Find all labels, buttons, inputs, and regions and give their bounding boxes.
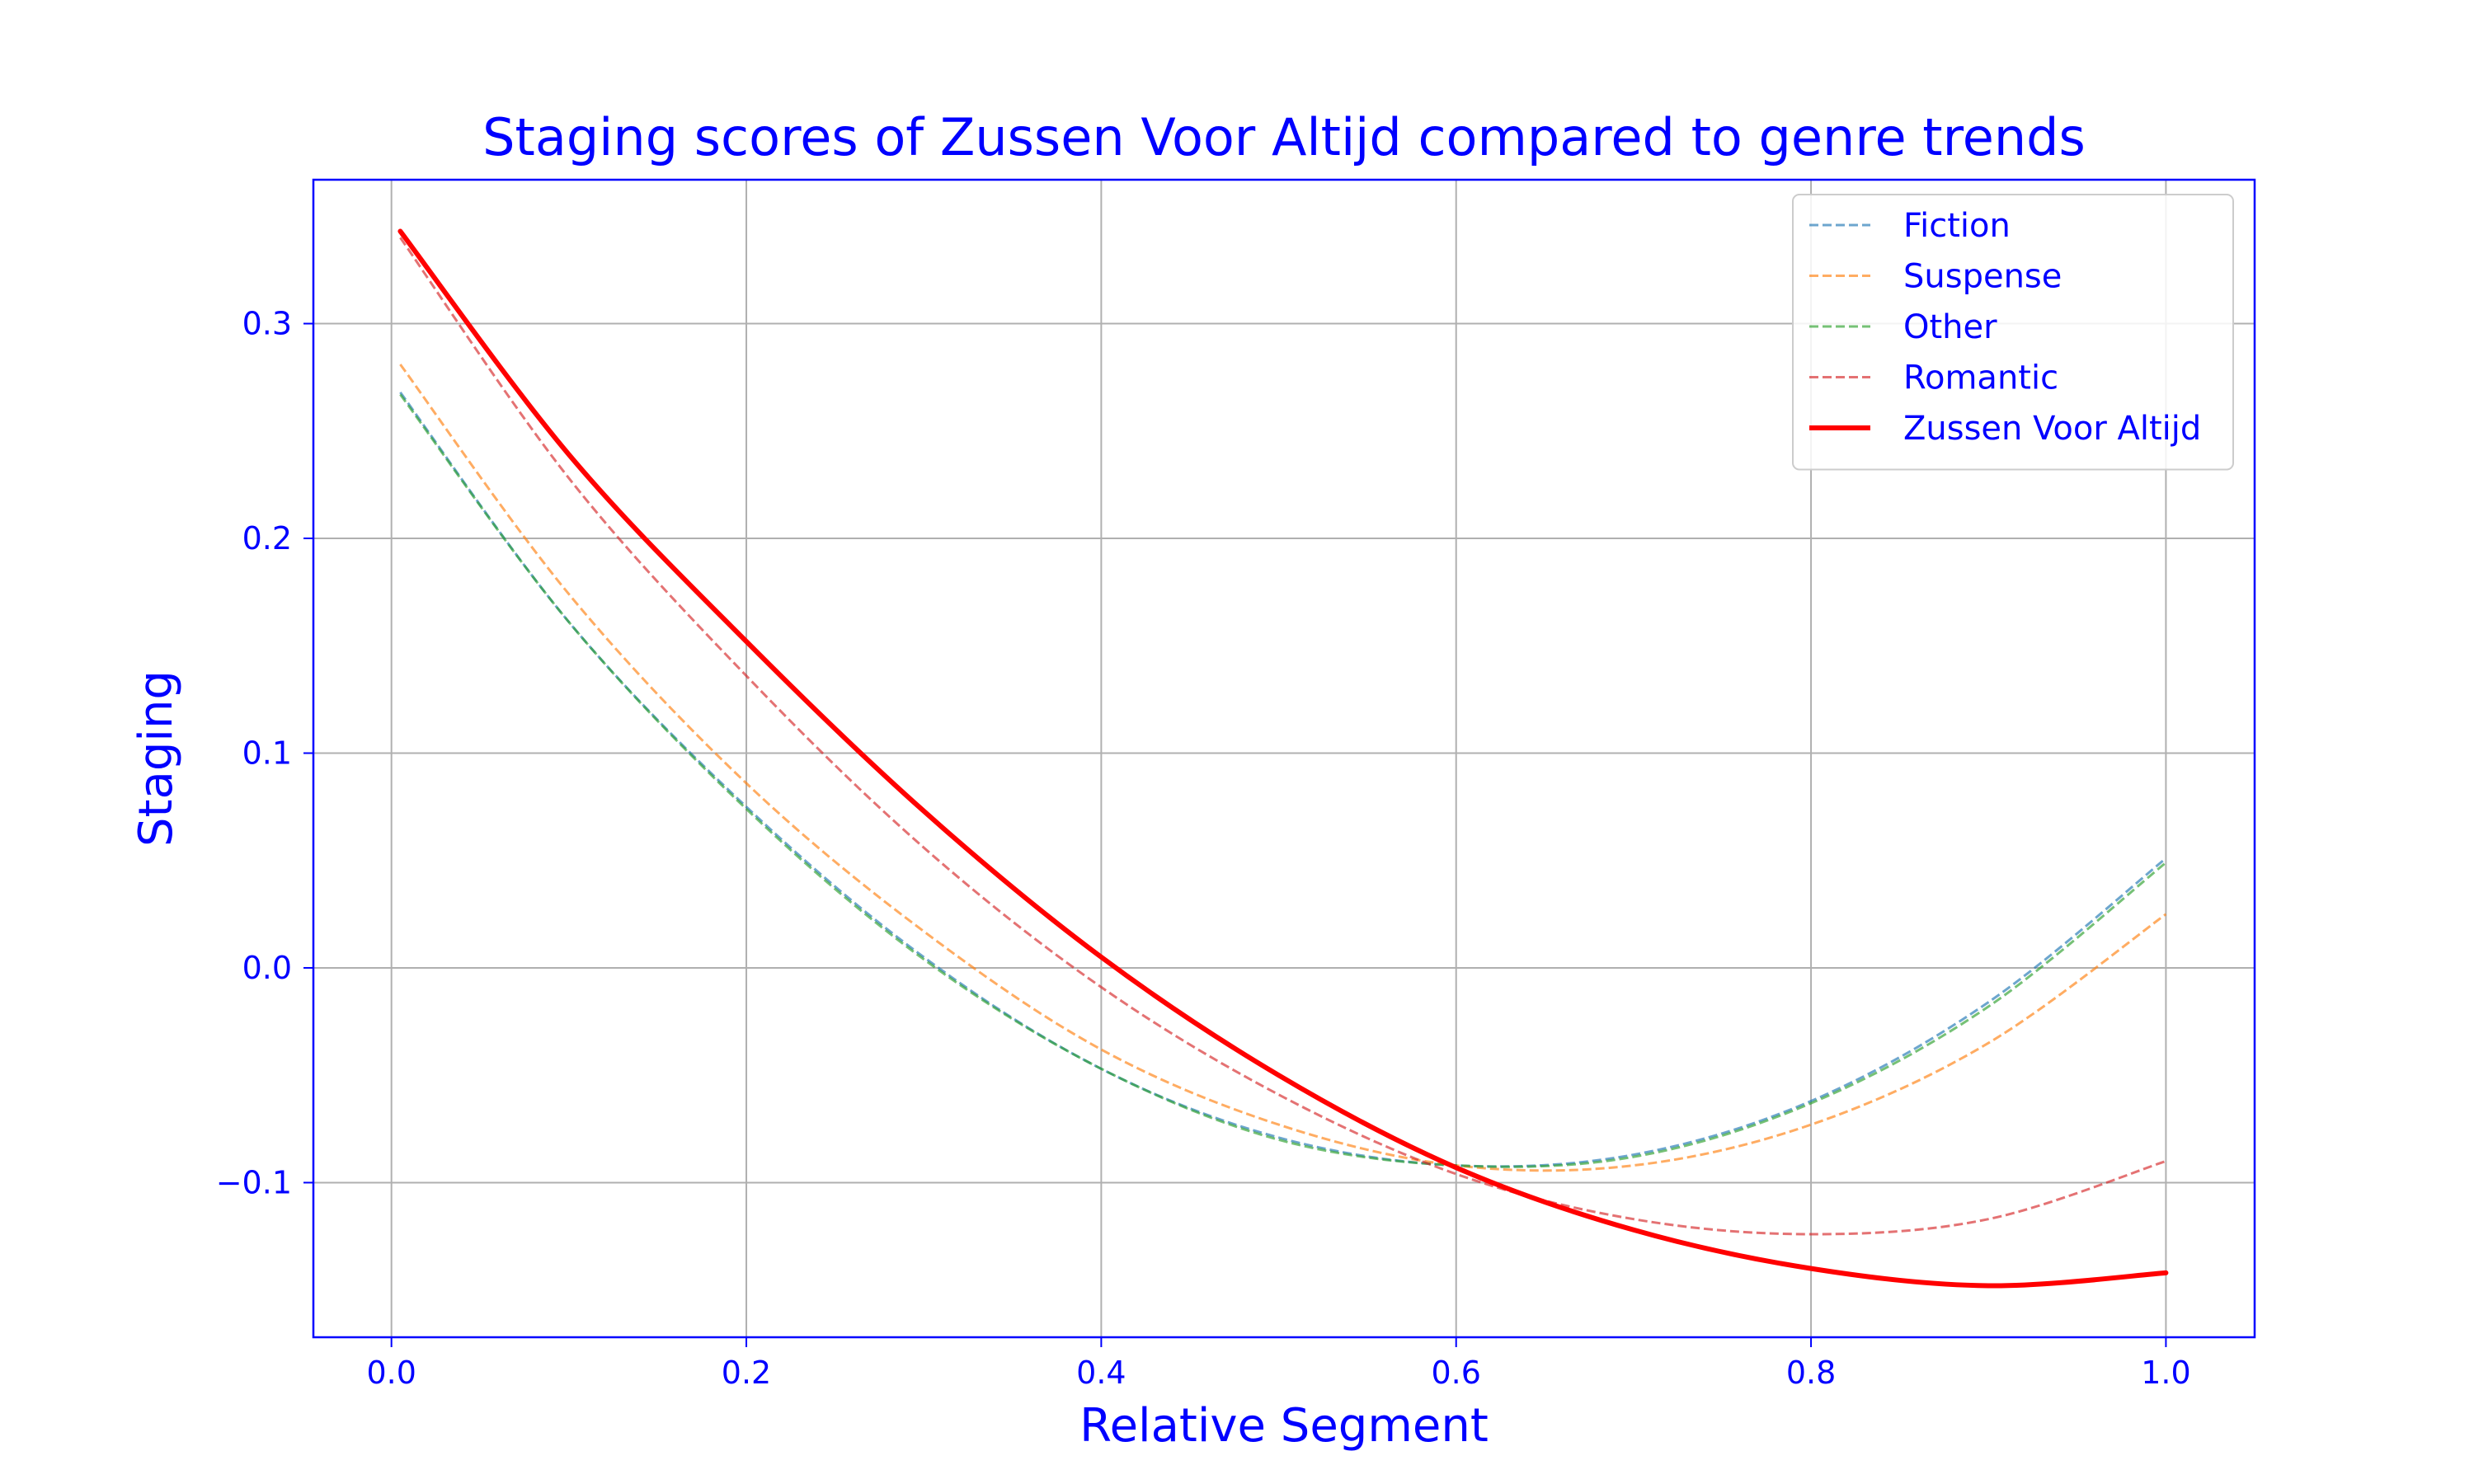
series-line-suspense bbox=[399, 364, 2167, 1172]
x-tick-label: 1.0 bbox=[2141, 1355, 2190, 1391]
y-tick-label: 0.0 bbox=[242, 950, 292, 986]
series-line-other bbox=[399, 393, 2167, 1168]
series-line-zussen-voor-altijd bbox=[397, 228, 2169, 1289]
legend-label-other: Other bbox=[1903, 308, 1997, 346]
legend-label-zussen-voor-altijd: Zussen Voor Altijd bbox=[1903, 410, 2201, 448]
x-tick-label: 0.8 bbox=[1786, 1355, 1836, 1391]
plot-series bbox=[397, 228, 2169, 1289]
x-axis-ticks: 0.0 0.2 0.4 0.6 0.8 1.0 bbox=[366, 1337, 2191, 1391]
x-tick-label: 0.6 bbox=[1431, 1355, 1480, 1391]
legend-label-fiction: Fiction bbox=[1903, 207, 2011, 245]
legend-label-romantic: Romantic bbox=[1903, 359, 2058, 397]
legend: Fiction Suspense Other Romantic Zussen Voor … bbox=[1792, 194, 2234, 471]
y-axis-ticks: −0.1 0.0 0.1 0.2 0.3 bbox=[216, 306, 313, 1200]
y-tick-label: −0.1 bbox=[216, 1164, 292, 1200]
axes-frame bbox=[312, 178, 2256, 1339]
x-axis-label: Relative Segment bbox=[1079, 1399, 1489, 1453]
y-tick-label: 0.2 bbox=[242, 520, 292, 556]
x-tick-label: 0.0 bbox=[366, 1355, 416, 1391]
series-line-romantic bbox=[399, 237, 2166, 1236]
x-tick-label: 0.4 bbox=[1076, 1355, 1126, 1391]
legend-label-suspense: Suspense bbox=[1903, 258, 2062, 296]
y-tick-label: 0.1 bbox=[242, 735, 292, 771]
x-tick-label: 0.2 bbox=[722, 1355, 771, 1391]
legend-box bbox=[1792, 194, 2234, 471]
y-tick-label: 0.3 bbox=[242, 306, 292, 342]
y-axis-label: Staging bbox=[129, 670, 183, 847]
chart-title: Staging scores of Zussen Voor Altijd com… bbox=[482, 107, 2086, 167]
